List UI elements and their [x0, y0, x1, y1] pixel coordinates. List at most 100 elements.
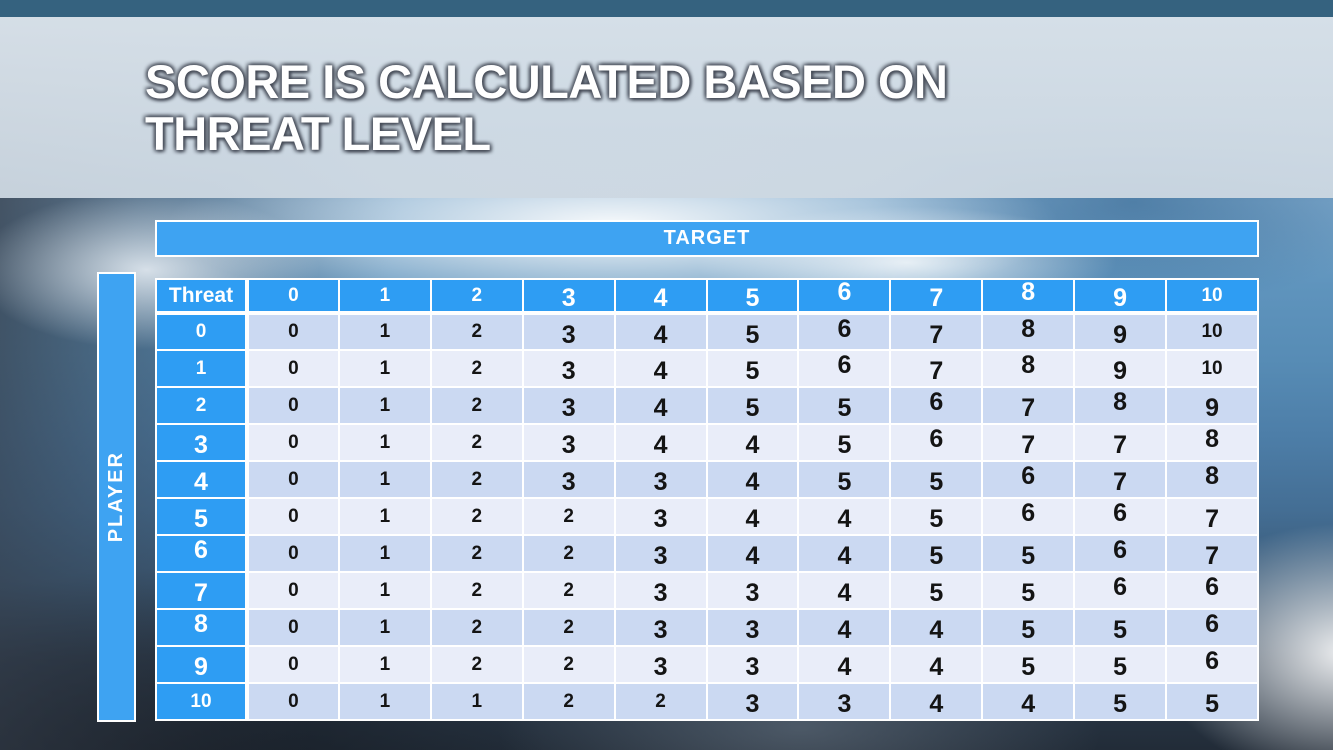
score-cell: 3 — [521, 460, 616, 499]
score-cell: 0 — [245, 645, 340, 684]
score-cell: 5 — [889, 534, 984, 573]
score-cell: 0 — [245, 497, 340, 536]
score-cell: 6 — [1165, 645, 1259, 684]
player-row-label-value: 5 — [194, 505, 208, 533]
score-cell-value: 4 — [745, 431, 760, 459]
target-column-header-cell: 6 — [797, 278, 892, 314]
score-cell-value: 2 — [471, 431, 483, 453]
score-cell-value: 3 — [745, 616, 760, 644]
score-cell: 4 — [797, 571, 892, 610]
score-cell: 2 — [521, 682, 616, 721]
score-cell-value: 0 — [288, 468, 299, 490]
player-row-label-cell: 8 — [155, 608, 248, 647]
score-cell-value: 2 — [563, 579, 574, 601]
score-cell-value: 5 — [929, 542, 944, 570]
score-cell-value: 4 — [653, 431, 668, 459]
top-sky-strip — [0, 0, 1333, 17]
score-cell: 4 — [797, 497, 892, 536]
score-cell-value: 0 — [288, 357, 299, 379]
target-column-header-value: 4 — [653, 284, 668, 312]
score-cell: 2 — [521, 497, 616, 536]
player-row-label-cell: 4 — [155, 460, 248, 499]
score-cell: 3 — [613, 534, 708, 573]
matrix-row: 0 0 1 2 3 4 5 6 7 8 9 10 — [155, 311, 1259, 351]
score-cell-value: 5 — [745, 320, 760, 349]
score-cell-value: 4 — [837, 653, 852, 681]
score-cell-value: 5 — [1205, 690, 1219, 718]
score-cell-value: 0 — [288, 321, 299, 342]
score-cell-value: 4 — [653, 357, 668, 385]
score-cell-value: 3 — [653, 579, 668, 607]
score-cell-value: 8 — [1205, 462, 1219, 490]
score-cell-value: 3 — [561, 357, 576, 385]
score-cell: 8 — [981, 349, 1076, 388]
target-column-header-value: 10 — [1201, 284, 1223, 306]
score-cell: 1 — [337, 645, 432, 684]
score-cell: 4 — [705, 423, 800, 462]
score-cell-value: 3 — [653, 468, 668, 496]
score-cell-value: 0 — [288, 431, 299, 453]
target-column-header-value: 1 — [379, 284, 391, 306]
score-cell-value: 5 — [1113, 690, 1128, 718]
score-cell-value: 7 — [1021, 431, 1036, 459]
score-cell-value: 1 — [379, 690, 391, 712]
score-cell: 9 — [1073, 311, 1168, 351]
score-cell-value: 2 — [471, 653, 483, 675]
score-cell-value: 3 — [745, 579, 760, 607]
target-column-header-cell: 2 — [429, 278, 524, 314]
score-cell-value: 1 — [379, 394, 391, 416]
score-cell-value: 7 — [1113, 431, 1128, 459]
score-cell: 1 — [337, 349, 432, 388]
score-cell-value: 1 — [379, 542, 391, 564]
player-row-label-value: 2 — [195, 394, 207, 416]
score-cell-value: 10 — [1201, 357, 1223, 379]
player-axis-label: PLAYER — [105, 451, 127, 543]
score-cell-value: 10 — [1201, 321, 1223, 342]
score-cell: 2 — [429, 645, 524, 684]
score-cell: 0 — [245, 423, 340, 462]
score-cell: 3 — [613, 608, 708, 647]
target-column-header-value: 6 — [837, 278, 852, 306]
score-cell: 3 — [521, 349, 616, 388]
score-cell: 1 — [337, 682, 432, 721]
target-column-header-cell: 10 — [1165, 278, 1259, 314]
matrix-row: 7 0 1 2 2 3 3 4 5 5 6 6 — [155, 571, 1259, 610]
score-cell: 4 — [613, 386, 708, 425]
score-cell-value: 3 — [561, 394, 576, 422]
score-cell: 3 — [705, 608, 800, 647]
score-cell: 2 — [429, 534, 524, 573]
player-row-label-cell: 9 — [155, 645, 248, 684]
score-cell-value: 5 — [1113, 653, 1128, 681]
score-cell-value: 3 — [745, 653, 760, 681]
player-row-label-cell: 7 — [155, 571, 248, 610]
score-cell: 7 — [1165, 534, 1259, 573]
score-cell: 6 — [981, 460, 1076, 499]
score-cell-value: 3 — [653, 505, 668, 533]
score-cell: 0 — [245, 571, 340, 610]
score-cell-value: 7 — [1113, 468, 1128, 496]
score-cell-value: 6 — [1021, 462, 1036, 490]
score-cell: 1 — [337, 460, 432, 499]
score-cell: 1 — [429, 682, 524, 721]
slide-title-line2: THREAT LEVEL — [145, 107, 491, 160]
score-cell: 3 — [797, 682, 892, 721]
score-cell-value: 0 — [288, 579, 299, 601]
score-cell: 10 — [1165, 349, 1259, 388]
player-row-label-cell: 3 — [155, 423, 248, 462]
score-cell: 8 — [1165, 423, 1259, 462]
score-cell: 4 — [613, 349, 708, 388]
score-cell-value: 8 — [1113, 388, 1128, 416]
score-cell: 6 — [1073, 497, 1168, 536]
score-cell: 2 — [429, 460, 524, 499]
score-cell-value: 2 — [471, 357, 483, 379]
score-cell: 0 — [245, 608, 340, 647]
player-row-label-cell: 5 — [155, 497, 248, 536]
score-cell: 5 — [797, 460, 892, 499]
score-cell: 4 — [613, 423, 708, 462]
score-cell-value: 6 — [929, 425, 944, 453]
score-cell: 4 — [705, 497, 800, 536]
score-cell-value: 3 — [653, 653, 668, 681]
player-row-label-value: 3 — [194, 431, 208, 459]
score-cell-value: 8 — [1021, 314, 1036, 343]
score-cell-value: 6 — [1205, 647, 1219, 675]
